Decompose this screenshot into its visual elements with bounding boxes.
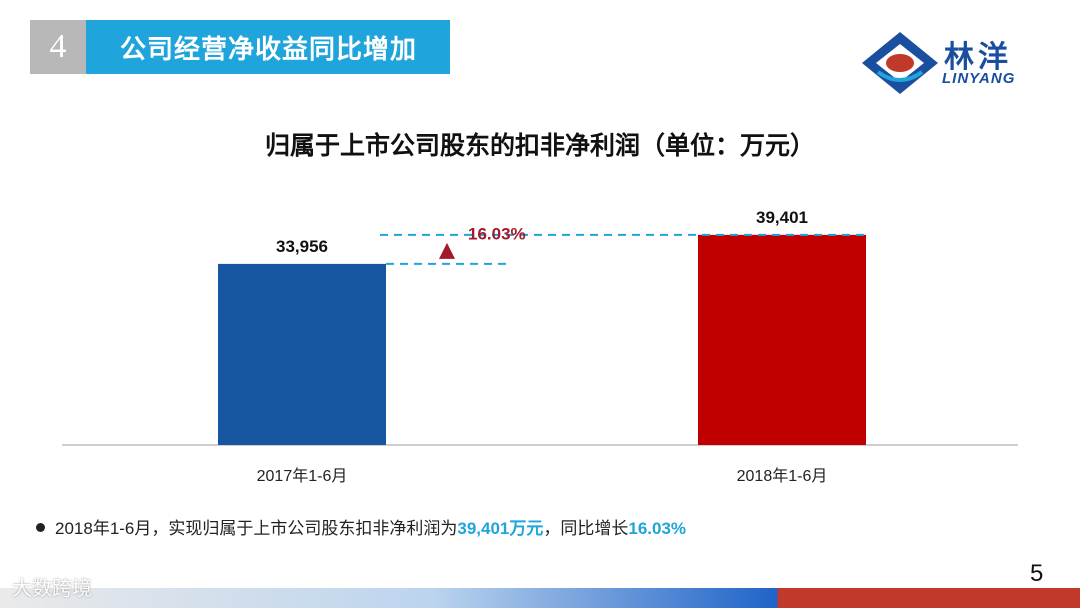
footer-strip xyxy=(0,588,1080,608)
bullet-dot-icon xyxy=(36,523,45,533)
section-title: 公司经营净收益同比增加 xyxy=(86,20,450,74)
summary-amount: 39,401万元 xyxy=(457,519,544,538)
bar-value-label-1: 33,956 xyxy=(276,237,328,256)
summary-bullet: 2018年1-6月，实现归属于上市公司股东扣非净利润为39,401万元，同比增长… xyxy=(36,514,686,539)
summary-prefix: 2018年1-6月，实现归属于上市公司股东扣非净利润为 xyxy=(55,519,458,538)
logo-name-cn: 林洋 xyxy=(944,41,1012,74)
logo-mark-icon xyxy=(862,32,938,94)
growth-label: 16.03% xyxy=(468,224,526,243)
chart-title: 归属于上市公司股东的扣非净利润（单位：万元） xyxy=(264,132,815,160)
growth-arrow-icon xyxy=(439,242,455,259)
watermark: 大数跨境 xyxy=(12,578,92,600)
bar-value-label-2: 39,401 xyxy=(756,208,808,227)
category-label-2: 2018年1-6月 xyxy=(737,467,828,485)
section-number: 4 xyxy=(30,20,86,74)
bar-1 xyxy=(218,263,386,445)
bar-2 xyxy=(698,234,866,445)
category-label-1: 2017年1-6月 xyxy=(257,467,348,485)
company-logo: 林洋 LINYANG xyxy=(858,28,1038,98)
page-number: 5 xyxy=(1030,560,1044,587)
summary-mid: ，同比增长 xyxy=(543,519,629,538)
logo-name-en: LINYANG xyxy=(942,70,1016,87)
profit-bar-chart: 33,956 2017年1-6月 39,401 2018年1-6月 16.03% xyxy=(62,208,1018,485)
summary-growth: 16.03% xyxy=(628,519,687,538)
